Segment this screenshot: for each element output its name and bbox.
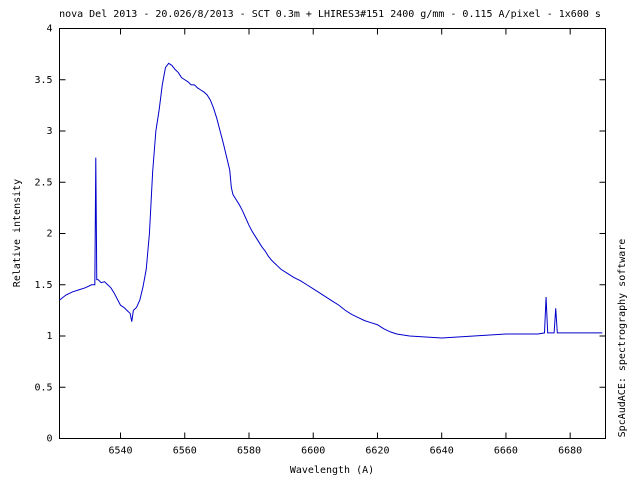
- y-tick-label: 1.5: [34, 280, 52, 291]
- spectrum-line: [59, 62, 603, 339]
- x-axis-label: Wavelength (A): [290, 465, 374, 476]
- y-tick-label: 2.5: [34, 177, 52, 188]
- y-tick-label: 2: [46, 229, 52, 240]
- y-axis-label: Relative intensity: [12, 179, 23, 287]
- x-tick-label: 6540: [108, 446, 132, 457]
- x-tick-label: 6560: [173, 446, 197, 457]
- x-tick-label: 6580: [237, 446, 261, 457]
- y-tick-label: 0.5: [34, 382, 52, 393]
- y-tick-label: 3: [46, 126, 52, 137]
- x-tick-label: 6680: [558, 446, 582, 457]
- annotation: SpcAudACE: spectrography software: [617, 239, 628, 438]
- x-tick-label: 6620: [365, 446, 389, 457]
- y-tick-label: 4: [46, 24, 52, 35]
- y-tick-label: 3.5: [34, 75, 52, 86]
- x-tick-label: 6660: [494, 446, 518, 457]
- x-tick-label: 6640: [430, 446, 454, 457]
- x-tick-label: 6600: [301, 446, 325, 457]
- y-tick-label: 1: [46, 331, 52, 342]
- y-tick-label: 0: [46, 434, 52, 445]
- chart-title: nova Del 2013 - 20.026/8/2013 - SCT 0.3m…: [59, 9, 601, 20]
